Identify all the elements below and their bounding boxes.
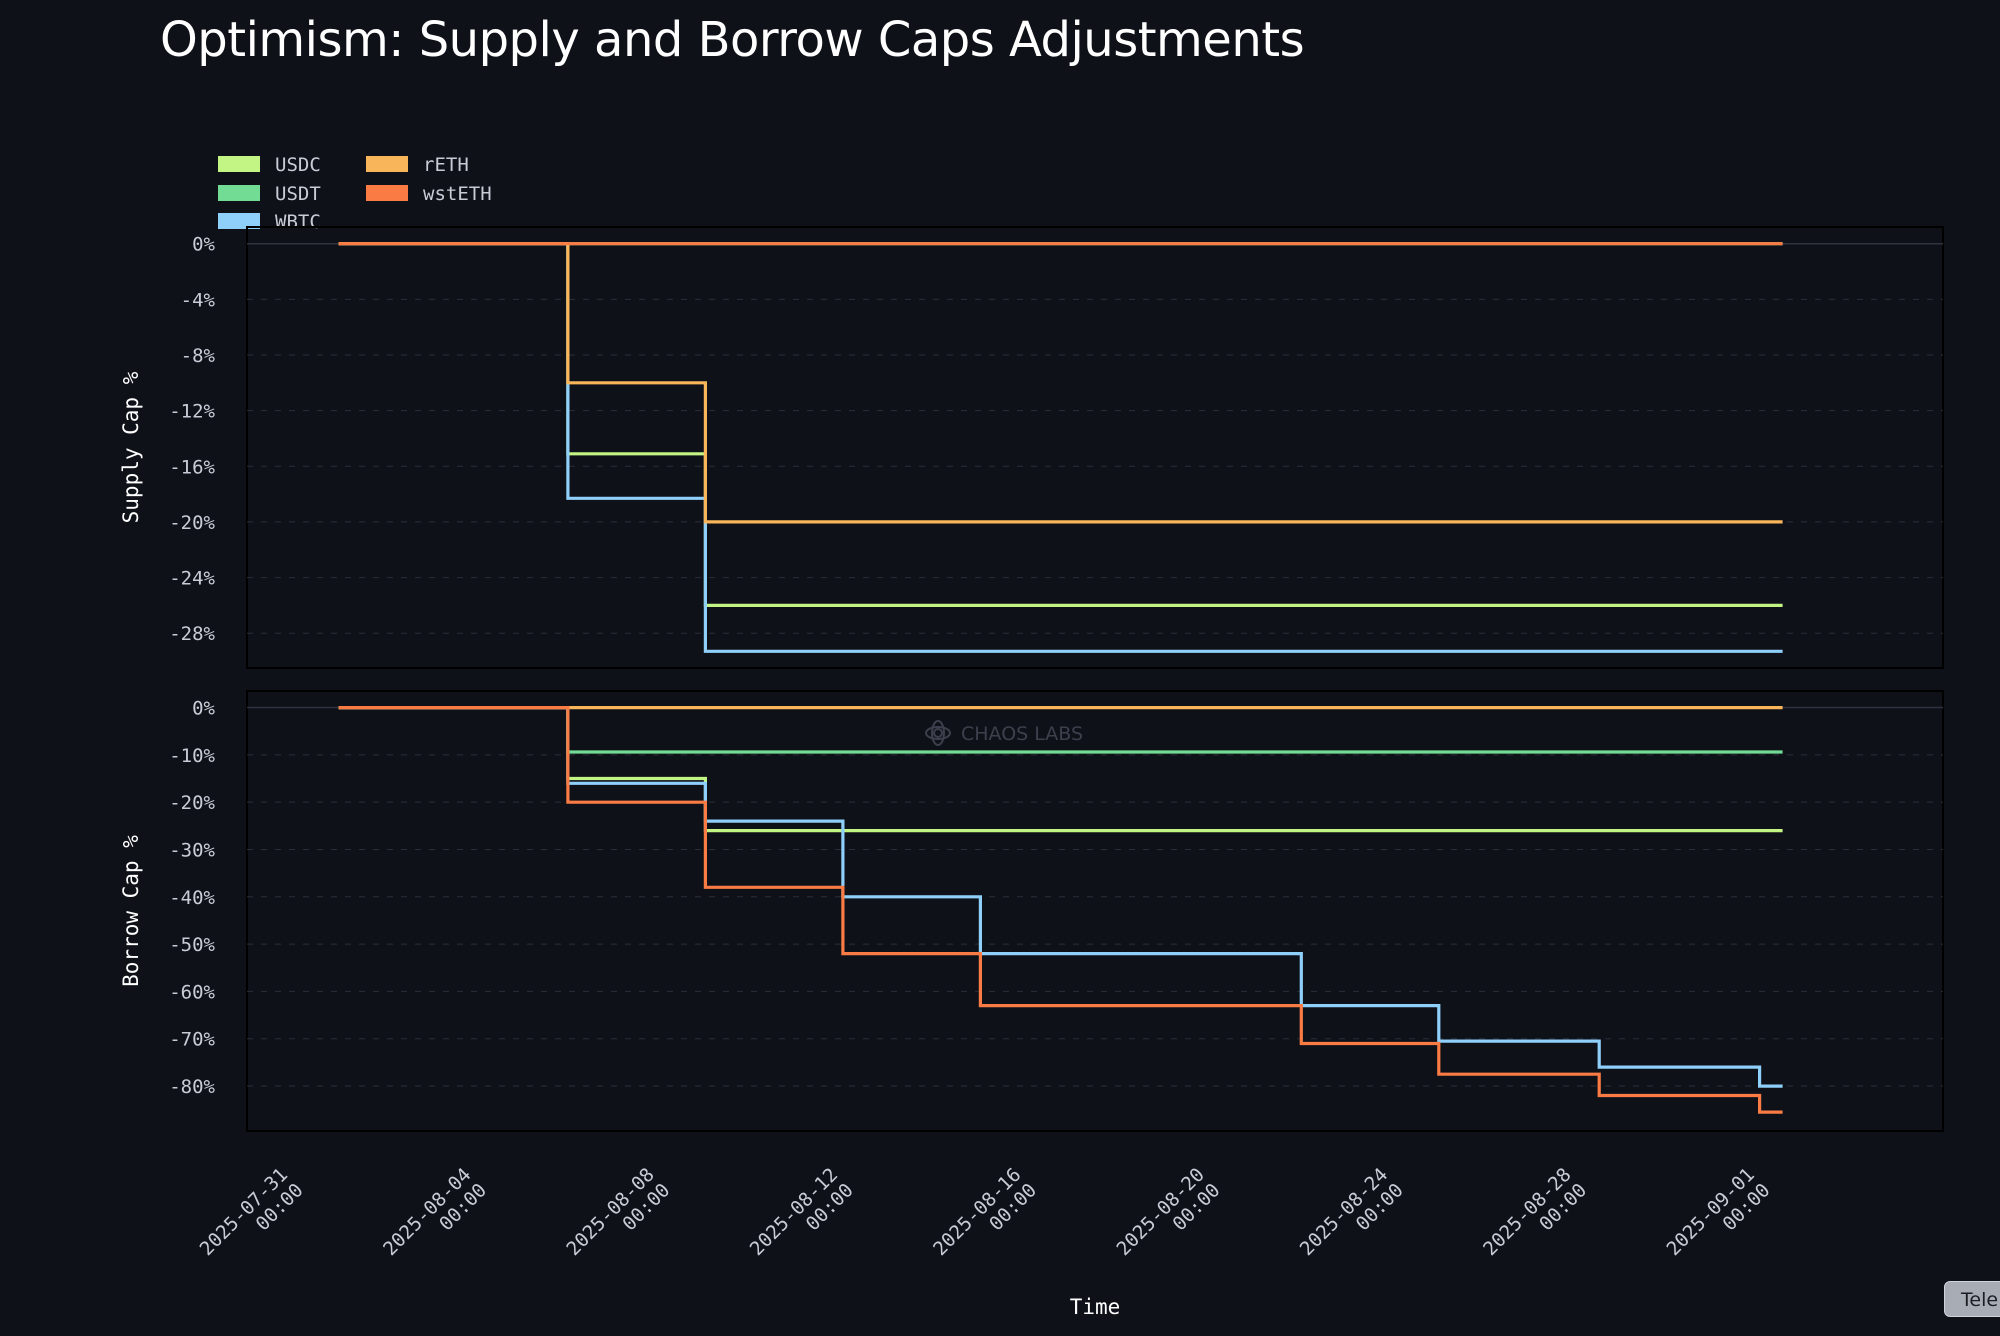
legend-label-reth: rETH <box>423 154 469 176</box>
chaos-labs-watermark: CHAOS LABS <box>925 720 1083 746</box>
tele-button[interactable]: Tele <box>1944 1281 2000 1317</box>
supply-y-tick-label: 0% <box>192 234 215 256</box>
supply-y-tick-label: -24% <box>169 568 215 590</box>
watermark-text: CHAOS LABS <box>961 723 1083 745</box>
borrow-cap-panel: 0% -10% -20% -30% -40% -50% -60% -70% -80% Borrow… <box>119 690 1944 1132</box>
borrow-y-tick-label: -70% <box>169 1029 215 1051</box>
borrow-y-tick-label: 0% <box>192 698 215 720</box>
page-title: Optimism: Supply and Borrow Caps Adjustm… <box>160 12 1305 68</box>
supply-y-tick-label: -28% <box>169 623 215 645</box>
supply-y-tick-label: -16% <box>169 456 215 478</box>
x-axis-title: Time <box>1070 1295 1121 1319</box>
supply-series-wbtc <box>338 242 1783 653</box>
borrow-y-tick-label: -10% <box>169 745 215 767</box>
borrow-y-tick-label: -50% <box>169 934 215 956</box>
legend-swatch-wbtc <box>218 213 260 229</box>
borrow-plot-frame <box>246 690 1944 1132</box>
supply-series-reth <box>338 242 1783 524</box>
legend-label-wsteth: wstETH <box>423 183 492 205</box>
borrow-series-wsteth <box>338 706 1783 1114</box>
borrow-y-tick-label: -20% <box>169 792 215 814</box>
legend-swatch-usdc <box>218 156 260 172</box>
borrow-y-tick-label: -30% <box>169 839 215 861</box>
legend-swatch-wsteth <box>366 185 408 201</box>
supply-series-usdc <box>338 242 1783 607</box>
supply-y-axis-title: Supply Cap % <box>119 371 143 523</box>
legend: USDC USDT WBTC rETH wstETH <box>218 154 492 233</box>
supply-y-tick-label: -4% <box>181 289 216 311</box>
borrow-series-wbtc <box>338 706 1783 1088</box>
legend-label-wbtc: WBTC <box>275 211 321 233</box>
supply-y-tick-label: -20% <box>169 512 215 534</box>
legend-label-usdt: USDT <box>275 183 321 205</box>
borrow-y-tick-label: -40% <box>169 887 215 909</box>
supply-cap-panel: 0% -4% -8% -12% -16% -20% -24% -28% Supply Cap % <box>119 226 1944 669</box>
legend-swatch-reth <box>366 156 408 172</box>
legend-label-usdc: USDC <box>275 154 321 176</box>
supply-y-tick-label: -8% <box>181 345 216 367</box>
chaos-labs-logo-icon <box>925 720 951 746</box>
supply-y-tick-label: -12% <box>169 401 215 423</box>
supply-plot-frame <box>246 226 1944 669</box>
borrow-y-tick-label: -60% <box>169 981 215 1003</box>
borrow-y-tick-label: -80% <box>169 1076 215 1098</box>
legend-swatch-usdt <box>218 185 260 201</box>
borrow-y-axis-title: Borrow Cap % <box>119 835 143 987</box>
